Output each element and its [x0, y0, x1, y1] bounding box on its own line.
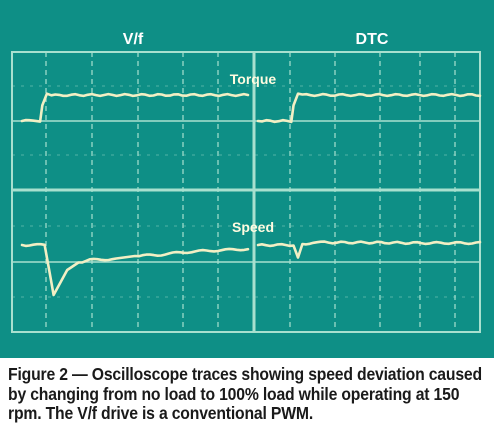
dtc-speed-trace	[256, 240, 482, 259]
torque-trace-label: Torque	[230, 71, 277, 87]
scope-traces	[20, 92, 482, 297]
vf-speed-trace	[20, 242, 250, 297]
oscilloscope-screen: V/f DTC Torque Speed	[11, 31, 482, 333]
oscilloscope-figure: V/f DTC Torque Speed	[0, 0, 494, 358]
right-panel-title: DTC	[356, 31, 389, 48]
speed-trace-label: Speed	[232, 219, 274, 235]
left-panel-title: V/f	[123, 31, 144, 48]
figure-caption: Figure 2 — Oscilloscope traces showing s…	[8, 364, 482, 423]
screen-frame	[11, 51, 481, 333]
dtc-torque-trace	[256, 92, 482, 124]
vf-torque-trace	[20, 92, 250, 123]
